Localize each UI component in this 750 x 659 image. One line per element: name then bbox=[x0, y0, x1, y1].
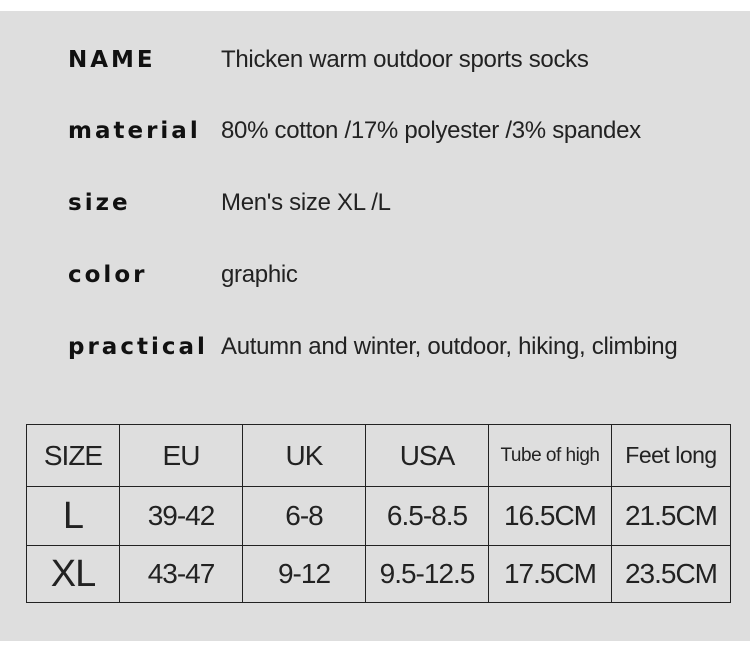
table-cell: 9.5-12.5 bbox=[365, 545, 489, 603]
table-header-row: SIZE EU UK USA Tube of high Feet long bbox=[26, 424, 731, 487]
spec-label: material bbox=[68, 118, 201, 144]
header-cell: UK bbox=[242, 424, 366, 487]
table-row: XL 43-47 9-12 9.5-12.5 17.5CM 23.5CM bbox=[26, 545, 731, 603]
table-cell: 17.5CM bbox=[488, 545, 612, 603]
spec-row-name: NAME Thicken warm outdoor sports socks bbox=[0, 40, 750, 80]
spec-row-material: material 80% cotton /17% polyester /3% s… bbox=[0, 111, 750, 151]
spec-value: Thicken warm outdoor sports socks bbox=[221, 46, 589, 73]
table-cell: 39-42 bbox=[119, 486, 243, 546]
spec-label: NAME bbox=[68, 47, 156, 73]
table-cell: 43-47 bbox=[119, 545, 243, 603]
table-cell: 21.5CM bbox=[611, 486, 731, 546]
header-cell: Tube of high bbox=[488, 424, 612, 487]
size-table: SIZE EU UK USA Tube of high Feet long L … bbox=[26, 424, 731, 603]
header-cell: SIZE bbox=[26, 424, 120, 487]
header-cell: USA bbox=[365, 424, 489, 487]
table-cell: L bbox=[26, 486, 120, 546]
table-cell: 23.5CM bbox=[611, 545, 731, 603]
table-cell: 9-12 bbox=[242, 545, 366, 603]
spec-label: color bbox=[68, 262, 148, 288]
table-cell: 6.5-8.5 bbox=[365, 486, 489, 546]
spec-label: practical bbox=[68, 334, 208, 360]
spec-row-size: size Men's size XL /L bbox=[0, 183, 750, 223]
table-cell: 16.5CM bbox=[488, 486, 612, 546]
table-cell: 6-8 bbox=[242, 486, 366, 546]
spec-value: Men's size XL /L bbox=[221, 189, 391, 216]
table-cell: XL bbox=[26, 545, 120, 603]
spec-value: 80% cotton /17% polyester /3% spandex bbox=[221, 117, 641, 144]
spec-value: Autumn and winter, outdoor, hiking, clim… bbox=[221, 333, 678, 360]
header-cell: EU bbox=[119, 424, 243, 487]
spec-row-practical: practical Autumn and winter, outdoor, hi… bbox=[0, 327, 750, 367]
spec-row-color: color graphic bbox=[0, 255, 750, 295]
header-cell: Feet long bbox=[611, 424, 731, 487]
table-row: L 39-42 6-8 6.5-8.5 16.5CM 21.5CM bbox=[26, 486, 731, 546]
spec-value: graphic bbox=[221, 261, 298, 288]
spec-label: size bbox=[68, 190, 131, 216]
